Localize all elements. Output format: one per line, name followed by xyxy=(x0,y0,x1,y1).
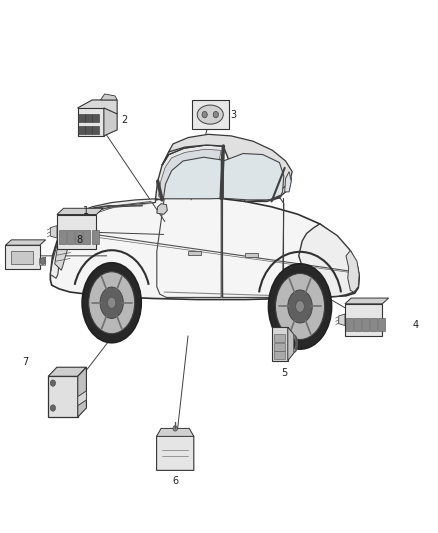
Polygon shape xyxy=(55,228,77,270)
Polygon shape xyxy=(169,134,292,201)
Text: 5: 5 xyxy=(282,368,288,378)
Polygon shape xyxy=(272,327,288,361)
Polygon shape xyxy=(48,376,78,417)
Polygon shape xyxy=(67,230,74,244)
Ellipse shape xyxy=(100,287,124,318)
Polygon shape xyxy=(5,240,46,245)
Polygon shape xyxy=(59,220,82,241)
Polygon shape xyxy=(78,100,117,122)
Polygon shape xyxy=(50,225,72,278)
Polygon shape xyxy=(163,157,223,199)
Polygon shape xyxy=(78,367,86,417)
Polygon shape xyxy=(346,318,353,331)
Polygon shape xyxy=(57,215,96,249)
Polygon shape xyxy=(345,298,389,304)
Ellipse shape xyxy=(288,290,312,323)
Polygon shape xyxy=(5,245,40,269)
Bar xyxy=(274,343,285,351)
Ellipse shape xyxy=(107,297,116,308)
Polygon shape xyxy=(78,391,86,406)
Polygon shape xyxy=(362,318,369,331)
Polygon shape xyxy=(339,314,345,326)
Text: 7: 7 xyxy=(22,358,28,367)
Ellipse shape xyxy=(88,272,135,334)
Ellipse shape xyxy=(276,273,325,340)
Polygon shape xyxy=(83,230,90,244)
Bar xyxy=(92,126,99,134)
Polygon shape xyxy=(68,199,155,225)
Circle shape xyxy=(50,405,56,411)
Polygon shape xyxy=(378,318,385,331)
Polygon shape xyxy=(192,100,229,129)
Polygon shape xyxy=(245,253,258,257)
Text: 2: 2 xyxy=(122,115,128,125)
Text: 6: 6 xyxy=(172,477,178,487)
Polygon shape xyxy=(92,230,99,244)
Polygon shape xyxy=(354,318,361,331)
Circle shape xyxy=(40,258,46,264)
Polygon shape xyxy=(59,230,66,244)
Bar xyxy=(274,351,285,359)
Polygon shape xyxy=(48,367,86,376)
Polygon shape xyxy=(100,94,117,100)
Ellipse shape xyxy=(197,105,223,124)
Polygon shape xyxy=(104,108,117,136)
Bar xyxy=(274,334,285,343)
Polygon shape xyxy=(50,225,57,238)
Polygon shape xyxy=(40,257,46,265)
Polygon shape xyxy=(157,431,194,471)
Ellipse shape xyxy=(268,264,332,349)
Polygon shape xyxy=(157,204,167,214)
Polygon shape xyxy=(75,230,82,244)
Circle shape xyxy=(213,111,219,118)
Polygon shape xyxy=(346,251,359,292)
Polygon shape xyxy=(57,208,103,215)
Polygon shape xyxy=(78,108,104,136)
Polygon shape xyxy=(162,141,291,201)
Bar xyxy=(78,114,85,122)
Bar xyxy=(85,114,92,122)
Polygon shape xyxy=(155,145,223,200)
Bar xyxy=(85,126,92,134)
Bar xyxy=(92,114,99,122)
Polygon shape xyxy=(223,154,284,200)
Polygon shape xyxy=(159,149,221,200)
Polygon shape xyxy=(50,197,359,300)
Polygon shape xyxy=(345,304,382,336)
Polygon shape xyxy=(11,251,33,264)
Circle shape xyxy=(202,111,207,118)
Ellipse shape xyxy=(82,263,141,343)
Polygon shape xyxy=(285,172,291,192)
Text: 1: 1 xyxy=(83,206,89,215)
Text: 3: 3 xyxy=(231,110,237,119)
Polygon shape xyxy=(188,251,201,255)
Polygon shape xyxy=(299,224,359,297)
Circle shape xyxy=(50,380,56,386)
Circle shape xyxy=(173,426,177,431)
Polygon shape xyxy=(288,327,294,361)
Text: 8: 8 xyxy=(77,235,83,245)
Bar xyxy=(78,126,85,134)
Ellipse shape xyxy=(296,301,304,312)
Text: 4: 4 xyxy=(413,320,419,330)
Polygon shape xyxy=(370,318,377,331)
Polygon shape xyxy=(157,429,194,437)
